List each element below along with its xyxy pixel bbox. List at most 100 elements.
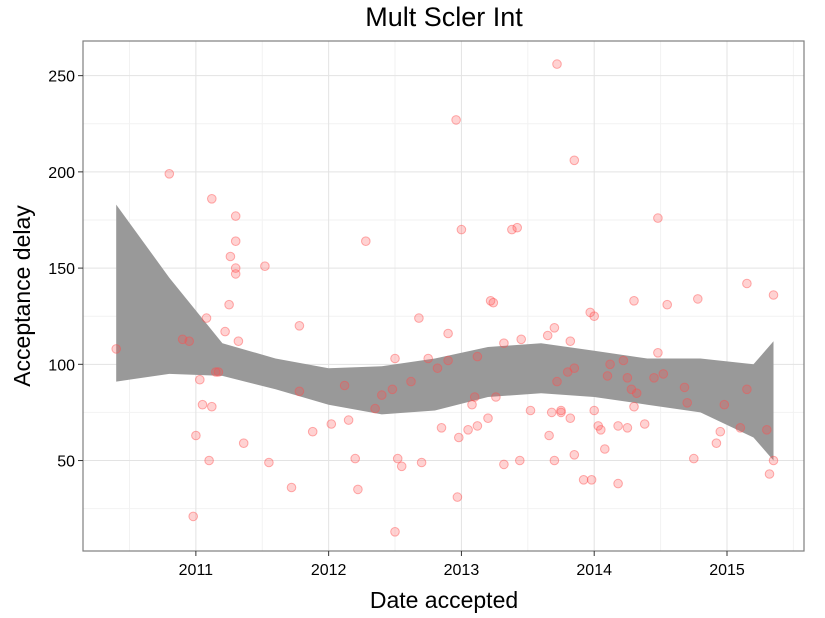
data-point [679, 382, 690, 393]
data-point [488, 297, 499, 308]
data-point [735, 423, 746, 433]
y-axis-title: Acceptance delay [9, 205, 35, 387]
data-point [350, 453, 361, 464]
data-point [546, 407, 557, 418]
data-point [390, 527, 400, 537]
data-point [507, 224, 517, 235]
data-point [451, 115, 461, 125]
y-tick-labels: 50 100 150 200 250 [48, 69, 75, 471]
data-point [377, 390, 387, 400]
data-point [443, 328, 453, 339]
data-point [626, 384, 637, 395]
data-point [715, 426, 726, 437]
data-point [233, 336, 244, 347]
data-point [307, 426, 318, 437]
data-point [516, 334, 527, 345]
data-point [565, 336, 576, 347]
data-point [549, 323, 560, 333]
data-point [230, 269, 241, 279]
data-point [264, 457, 274, 468]
data-point [463, 425, 473, 435]
data-point [569, 363, 580, 374]
plot-panel-border [82, 40, 805, 552]
data-point [658, 369, 669, 379]
data-point [456, 224, 467, 235]
x-tick-label: 2011 [179, 562, 214, 579]
data-point [552, 59, 562, 69]
data-point [556, 407, 566, 418]
data-point [204, 455, 214, 466]
data-point [596, 425, 606, 435]
data-point [605, 359, 615, 370]
data-point [286, 482, 297, 493]
data-point [499, 459, 509, 470]
data-point [556, 405, 566, 416]
data-point [230, 211, 241, 221]
data-point [499, 338, 509, 349]
data-point [339, 380, 350, 391]
data-point [515, 455, 525, 466]
data-point [629, 296, 639, 306]
data-point [184, 336, 194, 347]
data-point [569, 155, 580, 166]
data-point [653, 348, 663, 358]
data-point [326, 419, 337, 429]
data-point [220, 326, 230, 337]
data-point [586, 475, 597, 485]
data-point [467, 399, 477, 410]
data-point [639, 419, 650, 429]
data-point [353, 484, 363, 495]
y-tick-label: 200 [48, 165, 75, 182]
data-point [768, 290, 779, 300]
data-point [472, 421, 483, 431]
data-point [230, 263, 241, 273]
x-tick-label: 2014 [576, 562, 612, 579]
confidence-band [116, 204, 774, 461]
data-point [225, 251, 236, 262]
data-point [224, 299, 234, 310]
data-point [742, 278, 752, 289]
data-point [593, 421, 604, 431]
data-point [436, 423, 447, 433]
data-point [195, 374, 205, 385]
data-point [653, 213, 663, 223]
data-point [693, 294, 703, 304]
data-point [294, 321, 305, 331]
data-point [188, 511, 198, 522]
data-point [602, 371, 613, 381]
y-tick-label: 100 [48, 357, 75, 374]
data-point [631, 388, 642, 399]
data-point [432, 363, 443, 374]
data-point [512, 222, 523, 233]
data-point [589, 311, 600, 322]
x-tick-label: 2012 [311, 562, 347, 579]
data-point [294, 386, 305, 397]
data-point [764, 469, 775, 479]
data-point [164, 169, 175, 179]
data-point [177, 334, 188, 345]
data-point [414, 313, 424, 323]
data-point [392, 453, 403, 464]
data-point [207, 194, 217, 204]
data-point [443, 355, 453, 366]
data-point [542, 330, 553, 341]
data-point [396, 461, 407, 472]
data-point [406, 376, 416, 387]
data-point [719, 399, 730, 410]
data-point [711, 438, 722, 449]
data-point [416, 457, 427, 468]
x-tick-label: 2013 [444, 562, 480, 579]
x-tick-label: 2015 [709, 562, 745, 579]
data-point [390, 353, 400, 364]
data-point [191, 430, 201, 441]
x-axis-title: Date accepted [370, 587, 518, 613]
data-point [452, 492, 463, 502]
axis-ticks [78, 75, 728, 556]
y-tick-label: 150 [48, 261, 75, 278]
data-point [613, 478, 623, 489]
data-point [472, 351, 483, 362]
data-point [454, 432, 464, 443]
data-point [689, 453, 699, 464]
data-point [585, 307, 596, 318]
data-point [483, 413, 493, 424]
